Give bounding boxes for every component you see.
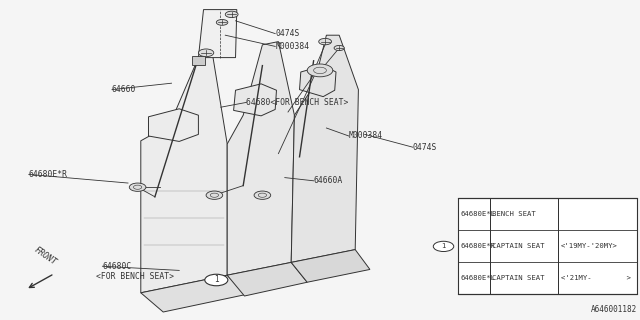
Polygon shape — [291, 250, 370, 282]
Polygon shape — [141, 46, 227, 293]
Text: <FOR BENCH SEAT>: <FOR BENCH SEAT> — [96, 272, 174, 281]
Circle shape — [198, 49, 214, 57]
Circle shape — [225, 11, 238, 18]
Circle shape — [129, 183, 146, 191]
Circle shape — [254, 191, 271, 199]
Circle shape — [205, 274, 228, 286]
Polygon shape — [227, 42, 294, 275]
Text: BENCH SEAT: BENCH SEAT — [492, 212, 536, 217]
Text: 1: 1 — [441, 244, 446, 249]
Circle shape — [307, 64, 333, 77]
Text: CAPTAIN SEAT: CAPTAIN SEAT — [492, 276, 545, 281]
Circle shape — [334, 45, 344, 51]
Text: <'19MY-'20MY>: <'19MY-'20MY> — [561, 244, 618, 249]
Bar — [458, 198, 637, 294]
Polygon shape — [198, 10, 237, 58]
Text: 1: 1 — [214, 276, 219, 284]
Text: A646001182: A646001182 — [591, 305, 637, 314]
Text: 64680E*L: 64680E*L — [460, 212, 495, 217]
Text: 64680E*R: 64680E*R — [460, 244, 495, 249]
Text: 64660: 64660 — [112, 85, 136, 94]
Text: <'21MY-        >: <'21MY- > — [561, 276, 630, 281]
Text: 0474S: 0474S — [275, 29, 300, 38]
Text: 64680C: 64680C — [102, 262, 132, 271]
Polygon shape — [227, 262, 307, 296]
Text: 64680<FOR BENCH SEAT>: 64680<FOR BENCH SEAT> — [246, 98, 349, 107]
Polygon shape — [291, 35, 358, 262]
Polygon shape — [141, 275, 246, 312]
Text: 64660A: 64660A — [314, 176, 343, 185]
Polygon shape — [234, 84, 276, 116]
Circle shape — [206, 191, 223, 199]
Text: CAPTAIN SEAT: CAPTAIN SEAT — [492, 244, 545, 249]
Bar — [192, 56, 205, 65]
Text: M000384: M000384 — [349, 132, 383, 140]
Text: M000384: M000384 — [275, 42, 309, 51]
Text: FRONT: FRONT — [32, 245, 58, 267]
Text: 0474S: 0474S — [413, 143, 437, 152]
Circle shape — [216, 20, 228, 25]
Text: 64680E*L: 64680E*L — [460, 276, 495, 281]
Polygon shape — [148, 109, 198, 141]
Circle shape — [319, 38, 332, 45]
Text: 64680E*R: 64680E*R — [29, 170, 68, 179]
Polygon shape — [300, 66, 336, 97]
Circle shape — [433, 241, 454, 252]
